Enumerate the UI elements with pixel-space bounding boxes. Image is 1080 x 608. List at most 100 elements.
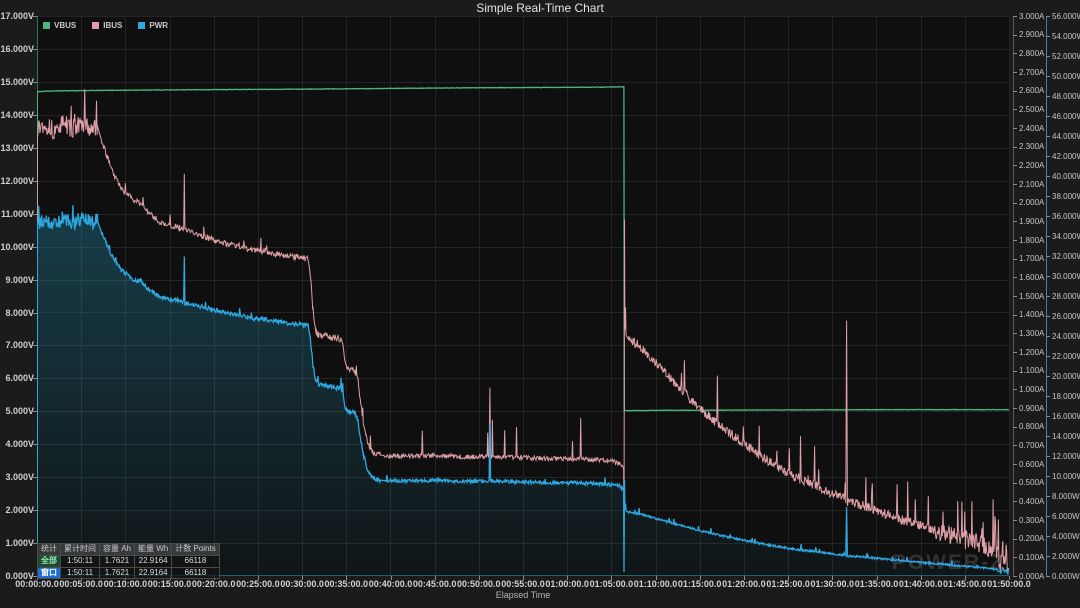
gridline-vertical <box>876 16 878 576</box>
current-tick-label: 1.900A <box>1019 216 1045 226</box>
gridline-vertical <box>832 16 834 576</box>
power-tick-label: 44.000W <box>1052 131 1080 141</box>
time-tick-mark <box>523 576 524 580</box>
voltage-tick-label: 17.000V <box>0 11 34 21</box>
time-tick-mark <box>567 576 569 580</box>
current-tick-label: 0.600A <box>1019 459 1045 469</box>
time-tick-mark <box>257 576 259 580</box>
power-tick-label: 34.000W <box>1052 231 1080 241</box>
power-tick-mark <box>1046 96 1050 97</box>
stats-row: 全部 1:50:11 1.7621 22.9164 66118 <box>37 554 220 568</box>
voltage-tick-mark <box>33 444 37 446</box>
gridline-vertical <box>611 16 613 576</box>
voltage-tick-mark <box>33 477 37 479</box>
time-tick-label: 00:05:00.0 <box>59 579 103 589</box>
time-tick-label: 01:05:00.0 <box>589 579 634 589</box>
time-tick-mark <box>699 576 701 580</box>
gridline-vertical <box>523 16 524 576</box>
power-tick-mark <box>1046 196 1050 197</box>
stats-value-cell: 1:50:11 <box>60 554 100 568</box>
power-tick-label: 32.000W <box>1052 251 1080 261</box>
current-tick-mark <box>1013 165 1017 167</box>
current-tick-label: 0.100A <box>1019 552 1045 562</box>
current-tick-label: 1.800A <box>1019 235 1045 245</box>
legend-label-ibus: IBUS <box>103 21 123 30</box>
current-tick-label: 1.300A <box>1019 328 1045 338</box>
time-tick-label: 00:45:00.0 <box>412 579 457 589</box>
voltage-tick-mark <box>33 576 37 577</box>
current-tick-mark <box>1013 109 1017 111</box>
voltage-tick-label: 15.000V <box>0 76 34 87</box>
power-tick-mark <box>1046 56 1050 57</box>
current-tick-label: 0.300A <box>1019 515 1045 525</box>
current-tick-mark <box>1013 53 1017 55</box>
time-tick-mark <box>876 576 878 580</box>
voltage-tick-label: 3.000V <box>5 472 34 483</box>
power-tick-mark <box>1046 136 1050 137</box>
current-tick-label: 2.700A <box>1019 67 1045 77</box>
power-tick-label: 52.000W <box>1052 51 1080 61</box>
power-tick-label: 24.000W <box>1052 331 1080 341</box>
voltage-tick-label: 14.000V <box>0 109 34 120</box>
current-tick-label: 2.200A <box>1019 160 1045 170</box>
power-tick-label: 36.000W <box>1052 211 1080 221</box>
gridline-vertical <box>434 16 436 576</box>
current-tick-mark <box>1013 72 1017 73</box>
current-tick-mark <box>1013 333 1017 335</box>
stats-header-cell: 容量 Ah <box>98 543 136 556</box>
current-tick-label: 1.700A <box>1019 254 1045 264</box>
current-tick-label: 2.900A <box>1019 30 1045 40</box>
power-tick-mark <box>1046 396 1050 397</box>
power-tick-mark <box>1046 336 1050 337</box>
current-tick-mark <box>1013 557 1017 559</box>
power-tick-label: 30.000W <box>1052 271 1080 281</box>
legend-swatch-pwr <box>138 22 146 29</box>
power-tick-label: 12.000W <box>1052 451 1080 461</box>
power-tick-label: 14.000W <box>1052 431 1080 441</box>
legend-item-pwr[interactable]: PWR <box>138 21 168 30</box>
current-tick-mark <box>1013 16 1017 17</box>
current-tick-label: 0.200A <box>1019 534 1045 544</box>
voltage-tick-label: 0.000V <box>5 571 34 581</box>
voltage-tick-label: 16.000V <box>0 43 34 54</box>
current-tick-label: 0.000A <box>1019 571 1045 581</box>
x-axis-label: Elapsed Time <box>495 590 551 600</box>
power-tick-label: 2.000W <box>1052 551 1080 561</box>
power-tick-mark <box>1046 356 1050 357</box>
voltage-tick-mark <box>33 48 37 50</box>
legend-item-ibus[interactable]: IBUS <box>92 21 122 30</box>
power-tick-label: 50.000W <box>1052 71 1080 81</box>
current-tick-label: 1.200A <box>1019 347 1045 357</box>
power-tick-label: 26.000W <box>1052 311 1080 321</box>
time-tick-label: 00:50:00.0 <box>457 579 501 589</box>
voltage-tick-label: 6.000V <box>5 373 34 384</box>
gridline-vertical <box>964 16 966 576</box>
current-tick-mark <box>1013 128 1017 129</box>
time-tick-mark <box>346 576 348 580</box>
power-tick-label: 20.000W <box>1052 371 1080 381</box>
current-tick-mark <box>1013 389 1017 391</box>
current-tick-mark <box>1013 34 1017 36</box>
power-tick-label: 48.000W <box>1052 91 1080 101</box>
time-tick-mark <box>611 576 613 580</box>
current-tick-label: 0.700A <box>1019 440 1045 450</box>
current-tick-mark <box>1013 296 1017 297</box>
voltage-tick-mark <box>33 510 37 512</box>
stats-header-cell: 计数 Points <box>171 543 220 556</box>
voltage-tick-mark <box>33 378 37 380</box>
gridline-vertical <box>346 16 348 576</box>
chart-title: Simple Real-Time Chart <box>476 1 604 15</box>
voltage-tick-label: 8.000V <box>5 307 34 318</box>
power-tick-mark <box>1046 516 1050 517</box>
gridline-vertical <box>743 16 745 576</box>
plot-area[interactable]: POWER-Z VBUS IBUS PWR 统计 累计时间 容量 Ah 能量 Wh 计数 P… <box>37 16 1010 580</box>
voltage-tick-label: 4.000V <box>5 439 34 450</box>
current-tick-label: 1.100A <box>1019 366 1045 376</box>
power-tick-mark <box>1046 216 1050 217</box>
current-tick-mark <box>1013 90 1017 92</box>
legend-item-vbus[interactable]: VBUS <box>43 21 76 30</box>
current-tick-label: 2.800A <box>1019 48 1045 58</box>
time-tick-label: 01:40:00.0 <box>898 579 943 589</box>
stats-row-label: 全部 <box>37 554 61 568</box>
